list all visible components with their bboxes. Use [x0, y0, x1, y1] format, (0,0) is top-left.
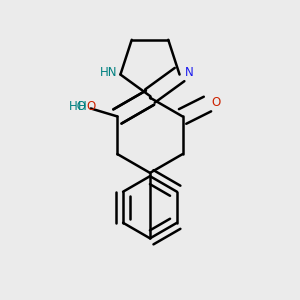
Text: O: O: [87, 100, 96, 113]
Text: H: H: [78, 100, 86, 113]
Text: N: N: [184, 66, 193, 80]
Text: O: O: [212, 96, 221, 109]
Text: HN: HN: [100, 66, 117, 80]
Text: HO: HO: [68, 100, 86, 113]
